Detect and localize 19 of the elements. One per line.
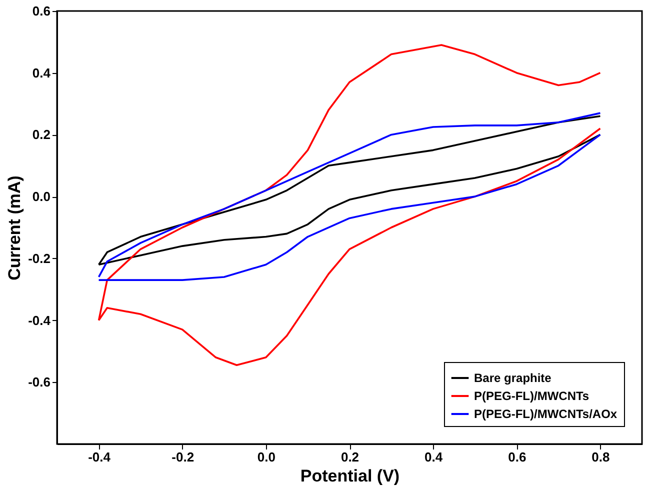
y-axis-title: Current (mA) [5, 176, 24, 280]
y-tick-label: 0.2 [32, 127, 50, 142]
x-tick-label: 0.0 [257, 450, 276, 464]
y-tick-label: -0.6 [28, 374, 50, 390]
x-tick-label: 0.2 [340, 450, 360, 464]
x-tick-label: 0.8 [592, 450, 610, 464]
y-tick-label: -0.4 [28, 312, 52, 328]
y-tick-label: 0.0 [32, 189, 50, 204]
y-tick-label: 0.4 [32, 65, 52, 80]
y-tick-label: 0.6 [32, 4, 50, 18]
x-axis-title: Potential (V) [300, 466, 400, 486]
x-tick-label: 0.6 [508, 450, 526, 464]
y-tick-label: -0.2 [28, 250, 50, 266]
legend-label: P(PEG-FL)/MWCNTs/AOx [474, 407, 618, 421]
x-tick-label: -0.2 [172, 450, 194, 464]
x-tick-label: 0.4 [424, 450, 444, 464]
legend-label: P(PEG-FL)/MWCNTs [474, 389, 590, 403]
x-tick-label: -0.4 [88, 450, 112, 464]
legend-label: Bare graphite [474, 371, 552, 385]
